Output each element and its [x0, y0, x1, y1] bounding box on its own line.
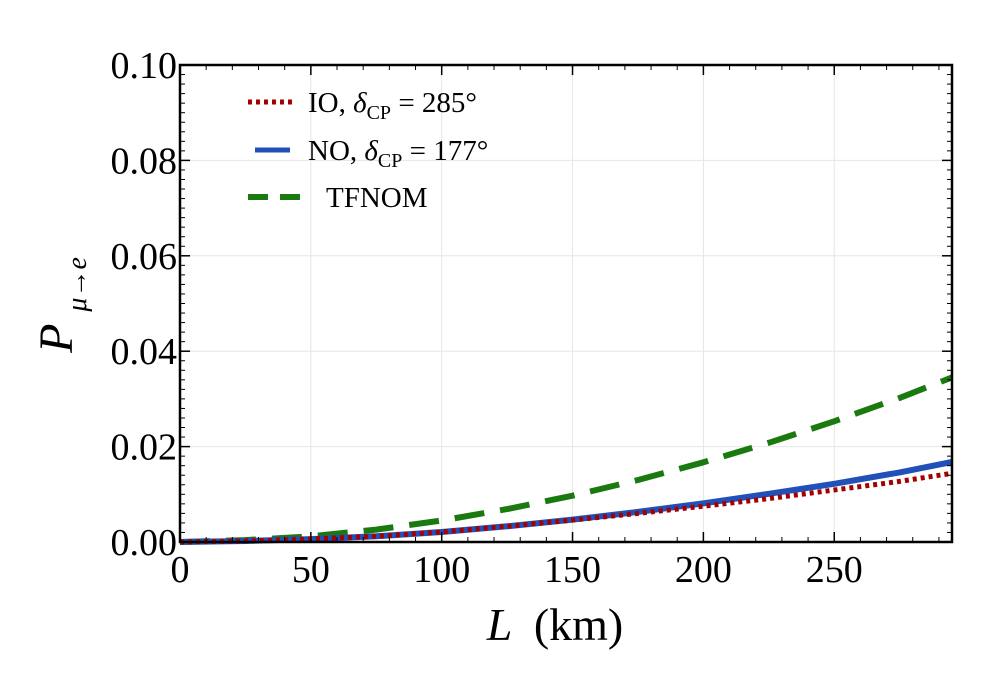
ticks [179, 64, 952, 543]
x-tick-label: 0 [171, 549, 190, 591]
legend-item: IO, δCP = 285° [248, 87, 477, 124]
legend-item: TFNOM [248, 182, 428, 214]
legend-label: NO, δCP = 177° [308, 135, 488, 172]
y-tick-label: 0.08 [111, 140, 178, 182]
y-tick-label: 0.00 [111, 522, 178, 564]
y-tick-label: 0.02 [111, 427, 178, 469]
x-axis-unit: (km) [534, 599, 623, 650]
series-layer [179, 374, 954, 545]
y-axis-title: P μ→e [30, 257, 93, 354]
y-tick-label: 0.04 [111, 331, 178, 373]
x-axis-variable: L [486, 599, 513, 650]
legend: IO, δCP = 285° NO, δCP = 177° TFNOM [248, 87, 488, 214]
legend-label: TFNOM [326, 182, 428, 214]
legend-item: NO, δCP = 177° [255, 135, 488, 172]
series-line-3 [179, 374, 954, 545]
x-tick-label: 100 [413, 549, 470, 591]
y-axis-subscript: μ→e [62, 257, 93, 312]
y-tick-label: 0.06 [111, 236, 178, 278]
x-tick-label: 50 [292, 549, 330, 591]
series-line-2 [179, 458, 953, 545]
x-axis-title: L (km) [486, 599, 624, 650]
x-tick-label: 250 [806, 549, 863, 591]
y-axis-variable: P [30, 324, 83, 354]
x-tick-label: 150 [544, 549, 601, 591]
y-tick-label: 0.10 [111, 45, 178, 87]
legend-label: IO, δCP = 285° [308, 87, 477, 124]
tick-labels: 0 50 100 150 200 250 0.00 0.02 0.04 0.06 0.08 0.10 [111, 45, 863, 591]
plot-frame [178, 63, 954, 544]
grid [180, 65, 952, 542]
x-tick-label: 200 [675, 549, 732, 591]
